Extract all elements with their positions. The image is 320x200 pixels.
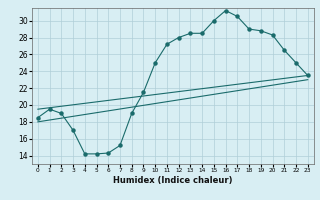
- X-axis label: Humidex (Indice chaleur): Humidex (Indice chaleur): [113, 176, 233, 185]
